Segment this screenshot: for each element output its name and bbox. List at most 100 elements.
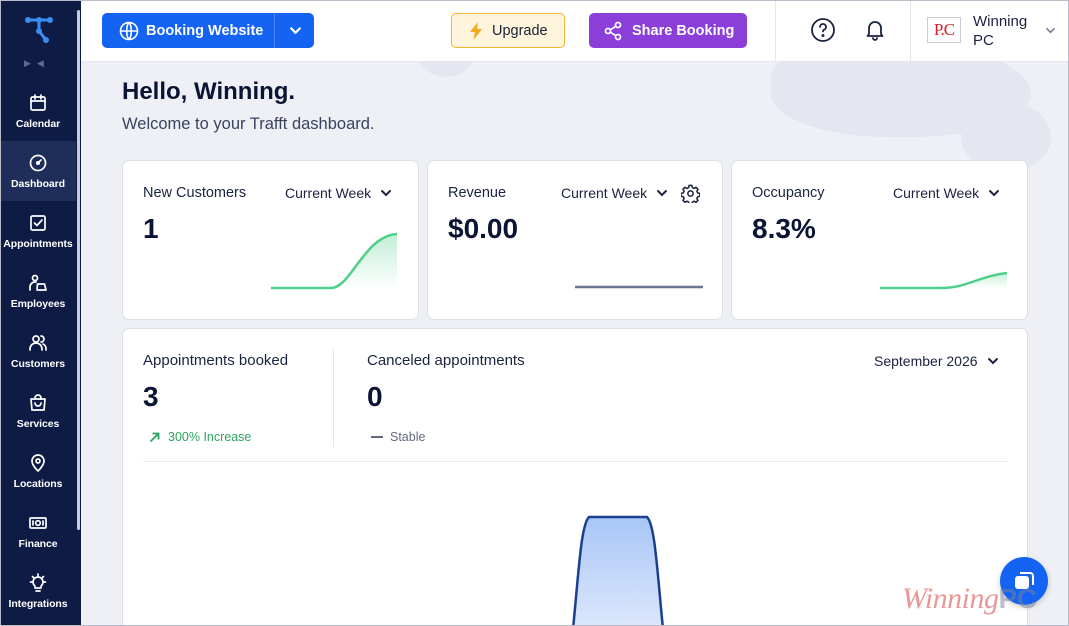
sidebar-item-locations[interactable]: Locations bbox=[0, 441, 76, 501]
canceled-appointments-trend: Stable bbox=[371, 430, 425, 444]
card-value: $0.00 bbox=[448, 213, 519, 244]
employees-icon bbox=[29, 274, 47, 291]
trend-label: Stable bbox=[390, 430, 426, 444]
share-booking-label: Share Booking bbox=[632, 22, 735, 39]
user-logo-text: P.C bbox=[933, 20, 955, 39]
integrations-icon bbox=[29, 572, 47, 592]
chevron-down-icon[interactable] bbox=[1045, 25, 1056, 36]
user-name-line1: Winning bbox=[973, 13, 1028, 30]
page-title: Hello, Winning. bbox=[122, 78, 296, 105]
appointments-icon bbox=[30, 214, 46, 231]
new-customers-card: New Customers Current Week 1 bbox=[122, 160, 419, 320]
appointments-booked-value: 3 bbox=[143, 381, 159, 412]
dash-icon bbox=[371, 436, 383, 438]
period-label: Current Week bbox=[893, 185, 980, 201]
button-divider bbox=[274, 13, 275, 48]
sidebar-item-label: Employees bbox=[10, 297, 66, 310]
top-header: Booking Website Upgrade Share Booking P.… bbox=[81, 0, 1069, 62]
watermark: WinningPC bbox=[902, 582, 1037, 616]
help-button[interactable] bbox=[810, 17, 836, 43]
trend-label: 300% Increase bbox=[168, 430, 252, 444]
share-icon bbox=[604, 21, 622, 40]
header-divider bbox=[910, 0, 911, 62]
user-name-line2: PC bbox=[973, 32, 994, 49]
revenue-sparkline bbox=[575, 285, 703, 289]
appointments-booked-trend: 300% Increase bbox=[149, 430, 251, 444]
sidebar-item-label: Integrations bbox=[8, 597, 68, 610]
finance-icon bbox=[29, 516, 47, 529]
booking-website-label: Booking Website bbox=[146, 22, 264, 39]
chevron-down-icon bbox=[381, 190, 392, 197]
trafft-logo[interactable] bbox=[22, 14, 56, 48]
appointments-chart bbox=[572, 515, 664, 626]
chevron-down-icon bbox=[657, 190, 668, 197]
page-subtitle: Welcome to your Trafft dashboard. bbox=[122, 115, 375, 133]
chat-icon bbox=[1015, 572, 1034, 589]
revenue-card: Revenue Current Week $0.00 bbox=[427, 160, 723, 320]
sidebar-scroll-thumb[interactable] bbox=[77, 10, 80, 530]
dashboard-icon bbox=[29, 154, 47, 171]
sidebar-item-services[interactable]: Services bbox=[0, 381, 76, 441]
sidebar-item-label: Finance bbox=[18, 537, 58, 550]
card-title: New Customers bbox=[143, 185, 247, 201]
sidebar-item-integrations[interactable]: Integrations bbox=[0, 561, 76, 621]
chevron-down-icon bbox=[987, 358, 998, 365]
month-label: September 2026 bbox=[874, 353, 978, 369]
new-customers-sparkline bbox=[271, 232, 398, 290]
month-dropdown[interactable]: September 2026 bbox=[874, 353, 999, 369]
sidebar-item-label: Locations bbox=[13, 477, 63, 490]
period-dropdown[interactable]: Current Week bbox=[285, 185, 392, 201]
stats-divider bbox=[333, 349, 334, 447]
header-divider bbox=[775, 0, 776, 62]
lightning-icon bbox=[470, 21, 482, 40]
sidebar-item-label: Customers bbox=[11, 357, 65, 370]
period-dropdown[interactable]: Current Week bbox=[893, 185, 1000, 201]
bell-icon bbox=[866, 21, 884, 41]
booking-website-button[interactable]: Booking Website bbox=[102, 13, 314, 48]
period-label: Current Week bbox=[561, 185, 648, 201]
card-value: 1 bbox=[143, 213, 159, 244]
chevron-down-icon[interactable] bbox=[289, 24, 302, 37]
sidebar-item-label: Appointments bbox=[3, 237, 73, 250]
customers-icon bbox=[29, 334, 47, 351]
canceled-appointments-value: 0 bbox=[367, 381, 383, 412]
gear-icon[interactable] bbox=[681, 184, 700, 203]
sidebar-item-label: Dashboard bbox=[11, 177, 65, 190]
help-icon bbox=[811, 18, 835, 42]
card-value: 8.3% bbox=[752, 213, 816, 244]
section-divider bbox=[143, 461, 1007, 462]
user-name[interactable]: Winning PC bbox=[973, 12, 1043, 50]
sidebar-item-employees[interactable]: Employees bbox=[0, 261, 76, 321]
arrow-up-right-icon bbox=[149, 432, 160, 442]
sidebar-item-finance[interactable]: Finance bbox=[0, 501, 76, 561]
sidebar-item-label: Services bbox=[16, 417, 60, 430]
location-pin-icon bbox=[31, 453, 45, 472]
sidebar-item-label: Calendar bbox=[15, 117, 61, 130]
sidebar-item-calendar[interactable]: Calendar bbox=[0, 81, 76, 141]
sidebar-item-dashboard[interactable]: Dashboard bbox=[0, 141, 76, 201]
calendar-icon bbox=[30, 93, 46, 111]
occupancy-sparkline bbox=[880, 271, 1008, 290]
period-label: Current Week bbox=[285, 185, 372, 201]
watermark-script: Winning bbox=[902, 582, 999, 615]
period-dropdown[interactable]: Current Week bbox=[561, 185, 668, 201]
appointments-booked-title: Appointments booked bbox=[143, 352, 289, 369]
upgrade-button[interactable]: Upgrade bbox=[451, 13, 565, 48]
sidebar: ▶◀ Calendar Dashboard Appointments Emplo… bbox=[0, 0, 81, 626]
upgrade-label: Upgrade bbox=[492, 22, 548, 39]
card-title: Revenue bbox=[448, 185, 507, 201]
chat-support-button[interactable] bbox=[1000, 557, 1048, 605]
services-icon bbox=[30, 393, 46, 411]
share-booking-button[interactable]: Share Booking bbox=[589, 13, 747, 48]
watermark-mark: PC bbox=[998, 583, 1037, 614]
appointments-card: Appointments booked 3 300% Increase Canc… bbox=[122, 328, 1028, 626]
user-avatar-logo[interactable]: P.C bbox=[927, 17, 961, 43]
canceled-appointments-title: Canceled appointments bbox=[367, 352, 525, 369]
card-title: Occupancy bbox=[752, 185, 825, 201]
sidebar-item-customers[interactable]: Customers bbox=[0, 321, 76, 381]
notifications-button[interactable] bbox=[862, 17, 888, 43]
sidebar-item-appointments[interactable]: Appointments bbox=[0, 201, 76, 261]
globe-icon bbox=[119, 21, 139, 40]
collapse-sidebar-icon[interactable]: ▶◀ bbox=[24, 58, 50, 68]
chevron-down-icon bbox=[989, 190, 1000, 197]
